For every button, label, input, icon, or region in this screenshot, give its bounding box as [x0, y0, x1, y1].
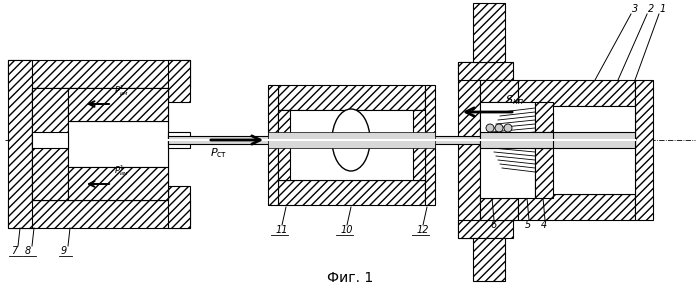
- Bar: [8, 200, 190, 228]
- Bar: [278, 85, 425, 110]
- Text: 1: 1: [660, 4, 666, 14]
- Bar: [473, 3, 505, 62]
- Text: 6: 6: [490, 220, 496, 230]
- Text: Фиг. 1: Фиг. 1: [327, 271, 373, 285]
- Bar: [32, 132, 68, 148]
- Bar: [32, 88, 168, 200]
- Bar: [480, 102, 535, 198]
- Bar: [535, 102, 553, 198]
- Bar: [268, 85, 278, 205]
- Bar: [458, 220, 513, 238]
- Bar: [413, 110, 425, 180]
- Bar: [168, 186, 190, 228]
- Bar: [268, 132, 435, 148]
- Text: 5: 5: [525, 220, 531, 230]
- Bar: [8, 60, 32, 228]
- Bar: [425, 85, 435, 205]
- Text: 7: 7: [11, 246, 17, 256]
- Bar: [480, 80, 518, 102]
- Bar: [278, 110, 425, 180]
- Bar: [532, 132, 635, 148]
- Bar: [458, 62, 480, 238]
- Circle shape: [495, 124, 503, 132]
- Text: 3: 3: [632, 4, 638, 14]
- Bar: [278, 180, 425, 205]
- Bar: [518, 106, 635, 194]
- Text: $P^1_{\mathit{им}}$: $P^1_{\mathit{им}}$: [114, 164, 129, 178]
- Ellipse shape: [332, 109, 370, 171]
- Bar: [518, 194, 635, 220]
- Circle shape: [504, 124, 512, 132]
- Bar: [480, 198, 518, 220]
- Text: 10: 10: [341, 225, 354, 235]
- Bar: [168, 132, 190, 148]
- Text: $P_{\rm ст}$: $P_{\rm ст}$: [210, 146, 228, 160]
- Bar: [518, 80, 635, 106]
- Bar: [68, 88, 168, 121]
- Bar: [168, 136, 620, 144]
- Text: $P^1_{\mathit{им}}$: $P^1_{\mathit{им}}$: [114, 84, 129, 98]
- Text: 4: 4: [541, 220, 547, 230]
- Bar: [458, 62, 513, 80]
- Text: 8: 8: [25, 246, 31, 256]
- Text: $S_{\mathit{нп}}$: $S_{\mathit{нп}}$: [505, 93, 524, 107]
- Bar: [480, 132, 553, 148]
- Bar: [278, 110, 290, 180]
- Bar: [32, 88, 68, 200]
- Bar: [635, 80, 653, 220]
- Circle shape: [486, 124, 494, 132]
- Bar: [518, 106, 532, 194]
- Bar: [8, 60, 190, 88]
- Bar: [68, 167, 168, 200]
- Bar: [473, 238, 505, 281]
- Text: 9: 9: [61, 246, 67, 256]
- Text: 2: 2: [648, 4, 654, 14]
- Bar: [168, 60, 190, 102]
- Bar: [68, 121, 168, 167]
- Text: 12: 12: [417, 225, 430, 235]
- Text: 11: 11: [276, 225, 288, 235]
